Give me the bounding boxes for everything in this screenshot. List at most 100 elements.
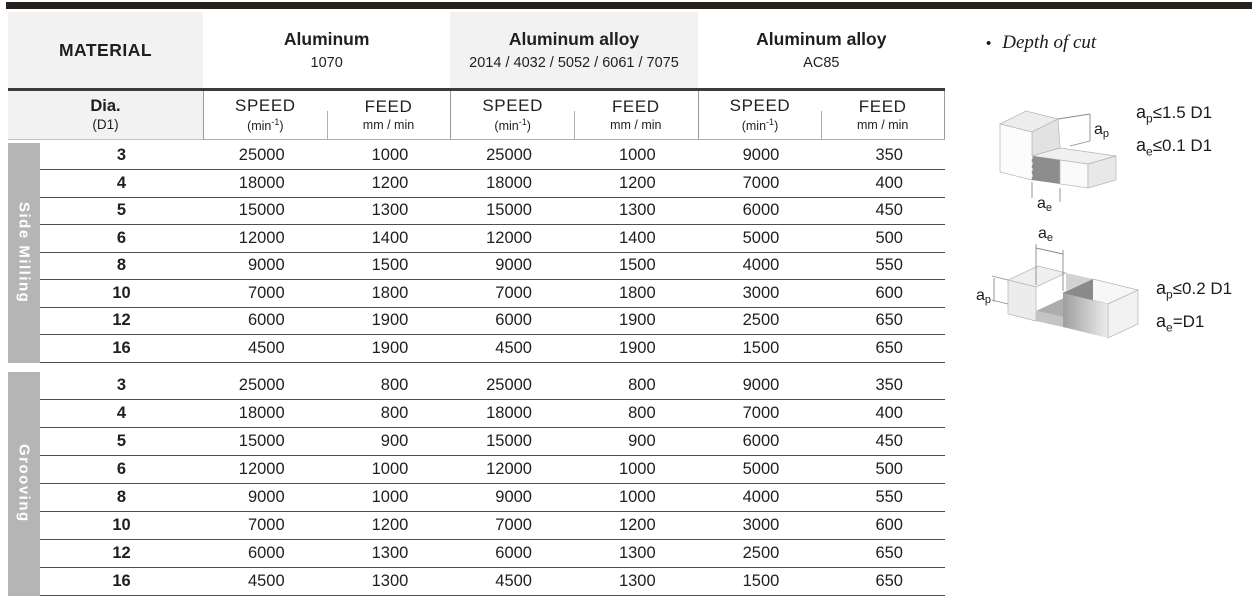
grooving-formulas: ap≤0.2 D1 ae=D1 xyxy=(1156,278,1232,345)
header-divider xyxy=(8,88,945,91)
group-title: Aluminum alloy xyxy=(756,29,887,49)
feed-value: 1300 xyxy=(618,201,656,220)
ae-limit-side-milling: ae≤0.1 D1 xyxy=(1136,135,1213,159)
feed-value: 1200 xyxy=(371,515,409,534)
depth-of-cut-panel: • Depth of cut ap ae ap≤1.5 D1 ae≤0.1 D1 xyxy=(960,0,1252,605)
speed-value: 6000 xyxy=(247,311,285,330)
ap-limit-grooving: ap≤0.2 D1 xyxy=(1156,278,1233,302)
diameter-header: Dia. (D1) xyxy=(8,90,203,140)
ae-limit-grooving: ae=D1 xyxy=(1156,311,1205,335)
feed-value: 1000 xyxy=(618,487,656,506)
speed-value: 18000 xyxy=(238,173,285,192)
group-subtitle: AC85 xyxy=(803,55,840,71)
dia-value: 8 xyxy=(116,487,127,506)
feed-value: 1200 xyxy=(371,173,409,192)
table-row: 5 15000 900 15000 900 6000 450 xyxy=(8,428,945,456)
table-row: 8 9000 1500 9000 1500 4000 550 xyxy=(8,253,945,280)
depth-of-cut-title: Depth of cut xyxy=(1002,32,1097,53)
feed-value: 800 xyxy=(628,403,656,422)
grooving-bar: Grooving xyxy=(8,371,40,596)
dia-value: 12 xyxy=(112,311,131,330)
feed-value: 800 xyxy=(628,375,656,394)
speed-value: 9000 xyxy=(247,487,285,506)
table-row: 10 7000 1800 7000 1800 3000 600 xyxy=(8,280,945,308)
speed-header-alloy: SPEED (min-1) xyxy=(450,90,574,140)
feed-value: 400 xyxy=(875,173,903,192)
feed-value: 900 xyxy=(628,431,656,450)
feed-value: 800 xyxy=(380,403,409,422)
speed-value: 9000 xyxy=(247,256,285,275)
speed-value: 7000 xyxy=(247,515,285,534)
feed-value: 1200 xyxy=(618,515,656,534)
feed-value: 1500 xyxy=(371,256,409,275)
top-rule xyxy=(6,2,1252,9)
dia-value: 10 xyxy=(112,283,131,302)
speed-value: 7000 xyxy=(247,283,285,302)
speed-value: 4000 xyxy=(742,487,780,506)
speed-header-ac85: SPEED (min-1) xyxy=(697,90,822,140)
grooving-depth-diagram: ae ap xyxy=(976,225,1140,339)
speed-value: 12000 xyxy=(486,459,532,478)
feed-header-1070: FEED mm / min xyxy=(326,91,451,140)
feed-value: 1400 xyxy=(618,228,656,247)
group-title: Aluminum alloy xyxy=(508,29,640,49)
table-row: 5 15000 1300 15000 1300 6000 450 xyxy=(8,198,945,225)
feed-value: 1900 xyxy=(371,311,409,330)
table-row: 10 7000 1200 7000 1200 3000 600 xyxy=(8,512,945,540)
speed-value: 25000 xyxy=(486,146,532,165)
speed-value: 18000 xyxy=(486,173,532,192)
table-row: 16 4500 1900 4500 1900 1500 650 xyxy=(8,335,945,363)
speed-value: 25000 xyxy=(238,375,285,394)
depth-of-cut-heading: • Depth of cut xyxy=(986,32,1096,54)
speed-value: 25000 xyxy=(486,375,532,394)
side-milling-formulas: ap≤1.5 D1 ae≤0.1 D1 xyxy=(1136,102,1212,169)
side-milling-depth-diagram: ap ae xyxy=(998,110,1117,211)
feed-value: 1900 xyxy=(618,311,656,330)
speed-value: 9000 xyxy=(742,375,780,394)
table-row: 4 18000 800 18000 800 7000 400 xyxy=(8,400,945,428)
dia-value: 12 xyxy=(112,543,131,562)
feed-value: 350 xyxy=(875,146,903,165)
group-subtitle: 2014 / 4032 / 5052 / 6061 / 7075 xyxy=(469,55,679,71)
speed-value: 4500 xyxy=(247,571,285,590)
dia-value: 4 xyxy=(116,173,127,192)
group-subtitle: 1070 xyxy=(310,55,343,71)
material-group-ac85: Aluminum alloy AC85 xyxy=(698,12,945,88)
feed-value: 600 xyxy=(875,283,903,302)
speed-value: 7000 xyxy=(495,515,532,534)
speed-value: 2500 xyxy=(742,311,780,330)
feed-value: 500 xyxy=(875,228,903,247)
ap-dim-label: ap xyxy=(976,287,991,306)
speed-value: 6000 xyxy=(742,431,780,450)
speed-value: 3000 xyxy=(742,515,780,534)
feed-value: 1000 xyxy=(371,459,409,478)
feed-value: 1000 xyxy=(618,146,656,165)
feed-value: 500 xyxy=(875,459,903,478)
dia-value: 6 xyxy=(116,459,127,478)
ae-dim-label: ae xyxy=(1038,225,1053,244)
dia-value: 16 xyxy=(112,338,131,357)
feed-value: 350 xyxy=(875,375,903,394)
ae-dim-label: ae xyxy=(1037,195,1052,211)
feed-value: 1300 xyxy=(618,571,656,590)
speed-value: 15000 xyxy=(238,431,285,450)
feed-value: 650 xyxy=(875,571,903,590)
table-row: 12 6000 1900 6000 1900 2500 650 xyxy=(8,308,945,335)
feed-value: 1200 xyxy=(618,173,656,192)
feed-value: 650 xyxy=(875,338,903,357)
ap-limit-side-milling: ap≤1.5 D1 xyxy=(1136,102,1213,126)
dia-value: 6 xyxy=(116,228,127,247)
speed-value: 6000 xyxy=(247,543,285,562)
material-group-aluminum-alloy: Aluminum alloy 2014 / 4032 / 5052 / 6061… xyxy=(450,12,698,88)
dia-value: 8 xyxy=(116,256,127,275)
material-group-aluminum-1070: Aluminum 1070 xyxy=(203,12,450,88)
speed-value: 4500 xyxy=(495,571,532,590)
speed-value: 9000 xyxy=(495,256,532,275)
dia-value: 3 xyxy=(116,146,127,165)
feed-value: 1300 xyxy=(371,543,409,562)
side-milling-rows: 3 25000 1000 25000 1000 9000 350 4 18000 1200 1800… xyxy=(8,143,945,363)
material-header: MATERIAL xyxy=(8,12,203,88)
table-row: 6 12000 1400 12000 1400 5000 500 xyxy=(8,225,945,253)
grooving-section: Grooving 3 25000 800 25000 800 9000 350 4 18000 8… xyxy=(8,371,945,596)
table-row: 12 6000 1300 6000 1300 2500 650 xyxy=(8,540,945,568)
